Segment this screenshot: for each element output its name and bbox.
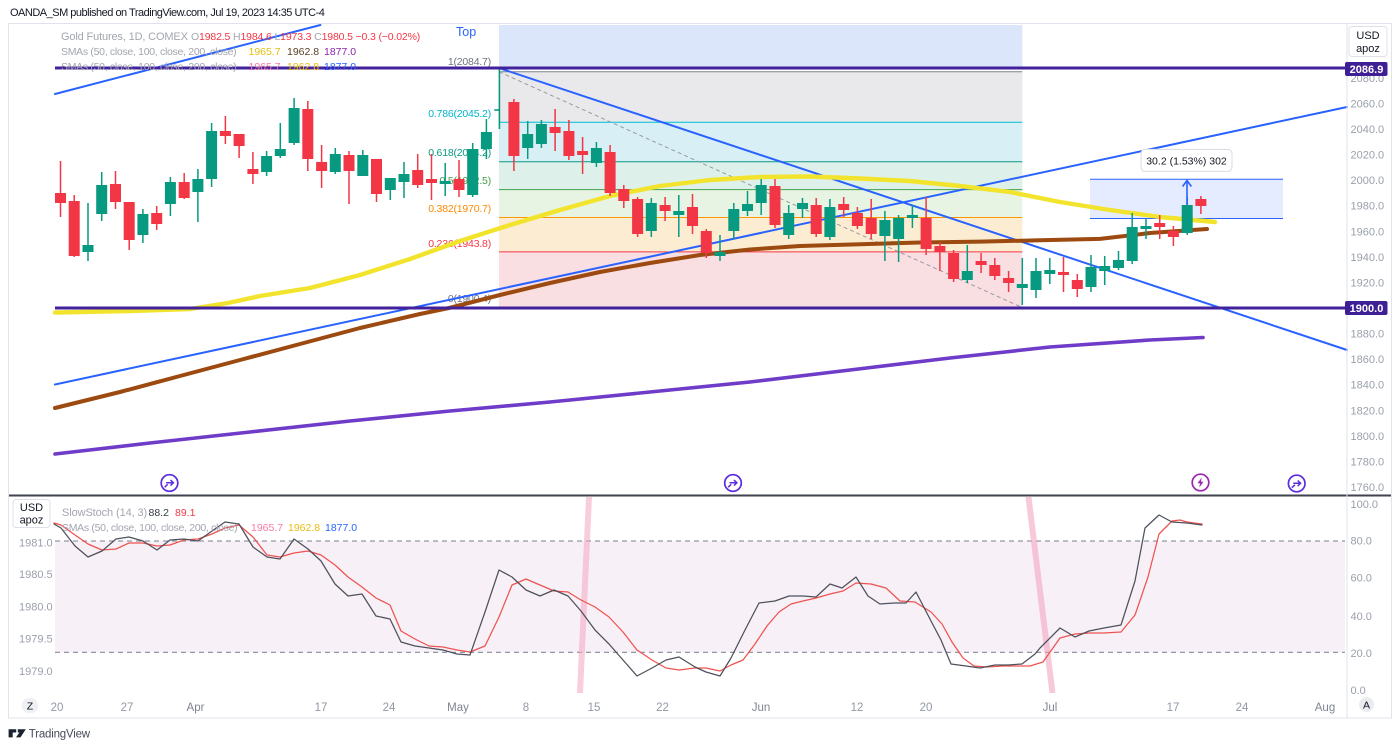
svg-text:0.382(1970.7): 0.382(1970.7) bbox=[428, 203, 491, 215]
svg-text:2000.0: 2000.0 bbox=[1351, 175, 1385, 187]
svg-text:1877.0: 1877.0 bbox=[325, 522, 357, 534]
svg-text:OANDA_SM published on TradingV: OANDA_SM published on TradingView.com, J… bbox=[10, 7, 325, 19]
svg-text:1979.5: 1979.5 bbox=[19, 634, 53, 646]
svg-text:22: 22 bbox=[656, 702, 669, 714]
svg-text:SMAs (50, close, 100, close, 2: SMAs (50, close, 100, close, 200, close) bbox=[62, 522, 237, 534]
svg-text:1965.7: 1965.7 bbox=[249, 46, 281, 58]
svg-text:TradingView: TradingView bbox=[29, 728, 91, 740]
svg-text:30.2 (1.53%) 302: 30.2 (1.53%) 302 bbox=[1146, 156, 1227, 168]
svg-text:1965.7: 1965.7 bbox=[249, 61, 281, 73]
svg-text:88.2: 88.2 bbox=[149, 507, 170, 519]
svg-text:Apr: Apr bbox=[187, 702, 205, 714]
svg-text:24: 24 bbox=[1236, 702, 1249, 714]
svg-text:1962.8: 1962.8 bbox=[287, 46, 319, 58]
svg-text:1820.0: 1820.0 bbox=[1351, 405, 1385, 417]
svg-text:1880.0: 1880.0 bbox=[1351, 329, 1385, 341]
svg-text:1980.0: 1980.0 bbox=[19, 602, 53, 614]
svg-text:20.0: 20.0 bbox=[1351, 648, 1372, 660]
svg-text:O1982.5 H1984.6 L1973.3 C1980.: O1982.5 H1984.6 L1973.3 C1980.5 −0.3 (−0… bbox=[191, 31, 420, 43]
svg-text:1900.0: 1900.0 bbox=[1350, 303, 1384, 315]
svg-text:Top: Top bbox=[456, 25, 476, 39]
svg-text:17: 17 bbox=[315, 702, 328, 714]
svg-text:1962.8: 1962.8 bbox=[287, 61, 319, 73]
svg-text:1920.0: 1920.0 bbox=[1351, 277, 1385, 289]
svg-text:27: 27 bbox=[121, 702, 134, 714]
svg-text:60.0: 60.0 bbox=[1351, 573, 1372, 585]
svg-text:1877.0: 1877.0 bbox=[324, 46, 356, 58]
svg-text:8: 8 bbox=[523, 702, 529, 714]
svg-text:2060.0: 2060.0 bbox=[1351, 98, 1385, 110]
svg-text:12: 12 bbox=[851, 702, 864, 714]
svg-text:SMAs (50, close, 100, close, 2: SMAs (50, close, 100, close, 200, close) bbox=[61, 46, 236, 58]
svg-text:Gold Futures, 1D, COMEX: Gold Futures, 1D, COMEX bbox=[61, 31, 189, 43]
svg-text:1760.0: 1760.0 bbox=[1351, 482, 1385, 494]
svg-text:apoz: apoz bbox=[20, 515, 44, 527]
svg-text:Z: Z bbox=[27, 701, 34, 713]
svg-text:Jul: Jul bbox=[1043, 702, 1058, 714]
svg-text:20: 20 bbox=[51, 702, 64, 714]
svg-text:A: A bbox=[1363, 700, 1370, 712]
svg-text:80.0: 80.0 bbox=[1351, 536, 1372, 548]
svg-text:SlowStoch (14, 3): SlowStoch (14, 3) bbox=[62, 507, 147, 519]
svg-text:0.0: 0.0 bbox=[1351, 685, 1366, 697]
svg-text:USD: USD bbox=[20, 502, 43, 514]
svg-text:24: 24 bbox=[383, 702, 396, 714]
svg-text:2040.0: 2040.0 bbox=[1351, 124, 1385, 136]
svg-text:40.0: 40.0 bbox=[1351, 611, 1372, 623]
svg-text:1940.0: 1940.0 bbox=[1351, 252, 1385, 264]
svg-text:Jun: Jun bbox=[752, 702, 771, 714]
svg-text:2086.9: 2086.9 bbox=[1350, 64, 1384, 76]
svg-text:May: May bbox=[447, 702, 469, 714]
svg-text:1980.0: 1980.0 bbox=[1351, 201, 1385, 213]
svg-text:USD: USD bbox=[1356, 30, 1379, 42]
svg-text:89.1: 89.1 bbox=[175, 507, 196, 519]
svg-text:1962.8: 1962.8 bbox=[288, 522, 320, 534]
svg-text:Aug: Aug bbox=[1315, 702, 1335, 714]
svg-text:1(2084.7): 1(2084.7) bbox=[448, 56, 491, 68]
svg-text:SMAs (50, close, 100, close, 2: SMAs (50, close, 100, close, 200, close) bbox=[61, 61, 236, 73]
svg-text:1960.0: 1960.0 bbox=[1351, 226, 1385, 238]
svg-text:2020.0: 2020.0 bbox=[1351, 150, 1385, 162]
svg-text:1980.5: 1980.5 bbox=[19, 569, 53, 581]
svg-text:1979.0: 1979.0 bbox=[19, 666, 53, 678]
svg-text:0.786(2045.2): 0.786(2045.2) bbox=[428, 108, 491, 120]
svg-text:100.0: 100.0 bbox=[1351, 499, 1379, 511]
svg-text:1965.7: 1965.7 bbox=[251, 522, 283, 534]
svg-text:1981.0: 1981.0 bbox=[19, 538, 53, 550]
svg-text:1780.0: 1780.0 bbox=[1351, 456, 1385, 468]
svg-text:17: 17 bbox=[1167, 702, 1180, 714]
svg-text:apoz: apoz bbox=[1356, 43, 1380, 55]
svg-text:15: 15 bbox=[588, 702, 601, 714]
svg-text:1877.0: 1877.0 bbox=[324, 61, 356, 73]
svg-text:0.5(1992.5): 0.5(1992.5) bbox=[439, 175, 491, 187]
svg-text:1840.0: 1840.0 bbox=[1351, 380, 1385, 392]
svg-text:1800.0: 1800.0 bbox=[1351, 431, 1385, 443]
svg-text:1860.0: 1860.0 bbox=[1351, 354, 1385, 366]
svg-text:20: 20 bbox=[920, 702, 933, 714]
